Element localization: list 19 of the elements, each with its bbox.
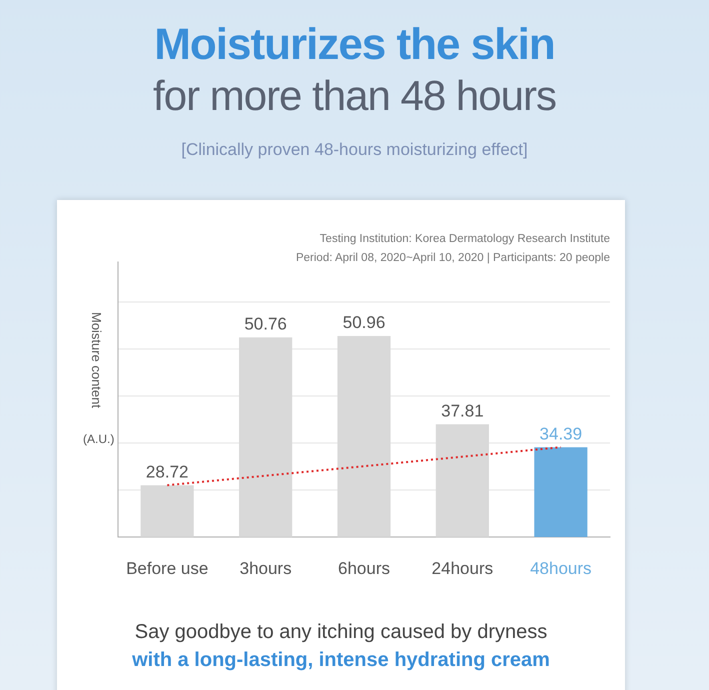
x-tick-label: 24hours bbox=[432, 558, 494, 578]
text: (A.U.) bbox=[83, 432, 114, 446]
text: Testing Institution: Korea Dermatology Research Institute bbox=[318, 232, 610, 247]
data-label: 50.96 bbox=[342, 313, 386, 332]
y-axis-title: Moisture content bbox=[89, 312, 104, 408]
x-tick-label: 6hours bbox=[338, 558, 390, 578]
data-label: 34.39 bbox=[540, 424, 582, 444]
annotation: Period: April 08, 2020~April 10, 2020 | Participants: 20 people bbox=[296, 251, 610, 266]
chart-title: Moisturizes the skin bbox=[153, 20, 556, 70]
data-label: 37.81 bbox=[441, 401, 484, 420]
chart-subtitle: for more than 48 hours bbox=[152, 72, 557, 120]
data-label: 50.76 bbox=[244, 314, 287, 334]
text: with a long-lasting, intense hydrating cream bbox=[131, 648, 551, 673]
x-tick-label: 3hours bbox=[240, 558, 292, 578]
x-tick-label: Before use bbox=[126, 558, 208, 578]
x-tick-label: 48hours bbox=[530, 558, 592, 578]
text: [Clinically proven 48-hours moisturizing effect] bbox=[180, 140, 529, 160]
text: Say goodbye to any itching caused by dryness bbox=[134, 620, 548, 645]
data-label: 28.72 bbox=[146, 462, 188, 482]
